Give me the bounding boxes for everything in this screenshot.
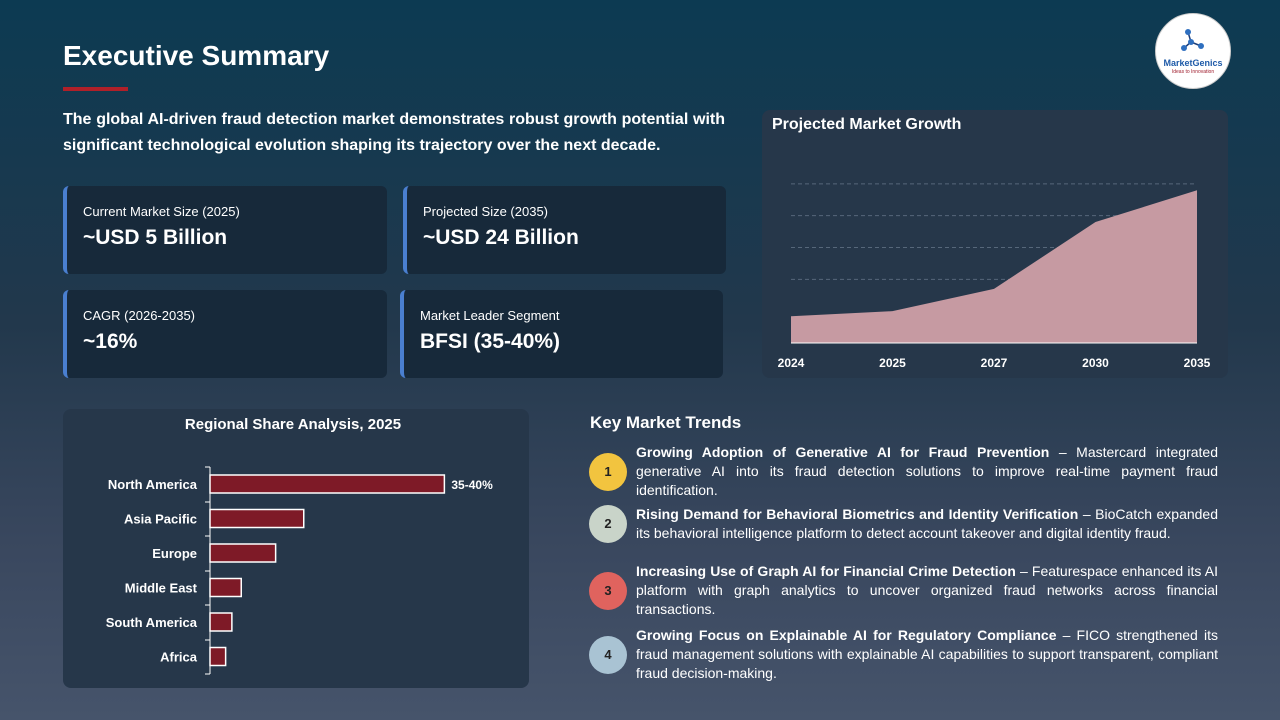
bar [209, 474, 446, 494]
category-label: Middle East [125, 581, 198, 596]
market-growth-panel: Projected Market Growth 2024 2025 2027 2030… [762, 110, 1228, 378]
kpi-label: CAGR (2026-2035) [83, 308, 195, 323]
growth-area-chart: 2024 2025 2027 2030 2035 [778, 183, 1211, 370]
kpi-card-leader-segment: Market Leader Segment BFSI (35-40%) [400, 290, 723, 378]
trend-number-badge: 2 [589, 505, 627, 543]
trend-number-badge: 3 [589, 571, 627, 610]
x-tick-label: 2030 [1082, 356, 1109, 370]
page-title: Executive Summary [63, 40, 330, 71]
bar [209, 577, 242, 598]
bar [209, 543, 277, 563]
kpi-value: ~16% [83, 330, 138, 353]
title-underline [63, 87, 128, 91]
trend-heading: Increasing Use of Graph AI for Financial… [636, 563, 1016, 579]
x-tick-label: 2027 [981, 356, 1008, 370]
regional-bar-chart: Regional Share Analysis, 2025 North Ameri… [106, 416, 493, 675]
category-label: South America [106, 615, 198, 630]
growth-chart-title: Projected Market Growth [772, 116, 962, 133]
kpi-card-projected-size: Projected Size (2035) ~USD 24 Billion [403, 186, 726, 274]
logo-tagline: Ideas to Innovation [1171, 69, 1215, 75]
kpi-label: Market Leader Segment [420, 308, 560, 323]
trend-heading: Growing Focus on Explainable AI for Regu… [636, 627, 1057, 643]
data-label: 35-40% [451, 478, 493, 492]
bar [209, 508, 305, 529]
kpi-card-current-size: Current Market Size (2025) ~USD 5 Billio… [63, 186, 387, 274]
trend-description: – BioCatch expanded its behavioral intel… [636, 506, 1218, 541]
kpi-label: Projected Size (2035) [423, 204, 549, 219]
kpi-label: Current Market Size (2025) [83, 204, 240, 219]
category-label: Europe [152, 546, 197, 561]
growth-area [791, 190, 1197, 343]
bar-chart-title: Regional Share Analysis, 2025 [185, 416, 401, 433]
trend-number-badge: 1 [589, 452, 627, 491]
bar [209, 646, 227, 667]
kpi-value: BFSI (35-40%) [420, 330, 561, 353]
trend-text: Growing Adoption of Generative AI for Fr… [636, 443, 1218, 500]
x-tick-label: 2024 [778, 356, 805, 370]
trend-heading: Rising Demand for Behavioral Biometrics … [636, 506, 1079, 522]
trend-text: Increasing Use of Graph AI for Financial… [636, 562, 1218, 619]
kpi-value: ~USD 24 Billion [423, 226, 579, 249]
category-label: Asia Pacific [124, 512, 197, 527]
molecule-icon [1181, 29, 1204, 51]
intro-text: The global AI-driven fraud detection mar… [63, 111, 725, 154]
trend-description: – FICO strengthened its fraud management… [636, 627, 1218, 681]
trend-number-badge: 4 [589, 635, 627, 674]
trend-heading: Growing Adoption of Generative AI for Fr… [636, 444, 1050, 460]
regional-share-panel: Regional Share Analysis, 2025 North Ameri… [63, 409, 529, 688]
logo-name: MarketGenics [1163, 58, 1223, 68]
trends-title: Key Market Trends [590, 413, 742, 432]
kpi-card-cagr: CAGR (2026-2035) ~16% [63, 290, 387, 378]
category-label: North America [108, 477, 198, 492]
trend-description: – Mastercard integrated generative AI in… [636, 444, 1219, 498]
trend-text: Rising Demand for Behavioral Biometrics … [636, 505, 1218, 543]
x-tick-label: 2025 [879, 356, 906, 370]
trend-text: Growing Focus on Explainable AI for Regu… [636, 626, 1218, 683]
category-label: Africa [160, 650, 198, 665]
x-tick-label: 2035 [1184, 356, 1211, 370]
trend-description: – Featurespace enhanced its AI platform … [636, 563, 1218, 617]
bar [209, 612, 233, 632]
kpi-value: ~USD 5 Billion [83, 226, 228, 249]
company-logo: MarketGenics Ideas to Innovation [1155, 13, 1231, 89]
